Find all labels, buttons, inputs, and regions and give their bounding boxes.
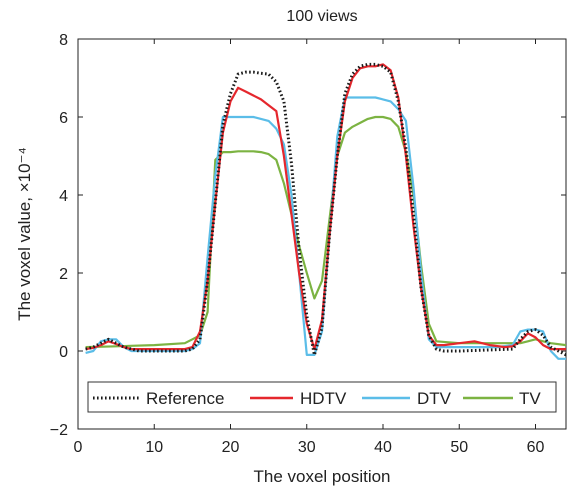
legend-label-hdtv: HDTV [300, 389, 347, 408]
series-line-tv [85, 115, 566, 349]
x-tick-label: 50 [450, 439, 468, 456]
series-line-reference [85, 62, 566, 357]
y-axis-label: The voxel value, ×10⁻⁴ [15, 147, 34, 321]
y-tick-label: −2 [50, 422, 68, 439]
x-tick-label: 60 [527, 439, 545, 456]
x-tick-label: 20 [222, 439, 240, 456]
legend-label-reference: Reference [146, 389, 224, 408]
legend: Reference HDTV DTV TV [87, 381, 557, 413]
y-tick-label: 2 [59, 266, 68, 283]
chart-title: 100 views [286, 8, 357, 25]
series-line-dtv [85, 96, 566, 360]
y-tick-label: 0 [59, 344, 68, 361]
x-tick-label: 10 [145, 439, 163, 456]
series-line-hdtv [85, 63, 566, 351]
x-tick-label: 40 [374, 439, 392, 456]
x-tick-label: 30 [298, 439, 316, 456]
legend-label-dtv: DTV [417, 389, 452, 408]
y-tick-label: 4 [59, 188, 68, 205]
axis-ticks: 0 10 20 30 40 50 60 −2 0 2 4 6 8 [50, 32, 566, 456]
y-tick-label: 6 [59, 110, 68, 127]
x-tick-label: 0 [74, 439, 83, 456]
series-lines [85, 62, 566, 360]
x-axis-label: The voxel position [253, 467, 390, 486]
y-tick-label: 8 [59, 32, 68, 49]
legend-label-tv: TV [519, 389, 541, 408]
plot-frame [77, 38, 567, 430]
